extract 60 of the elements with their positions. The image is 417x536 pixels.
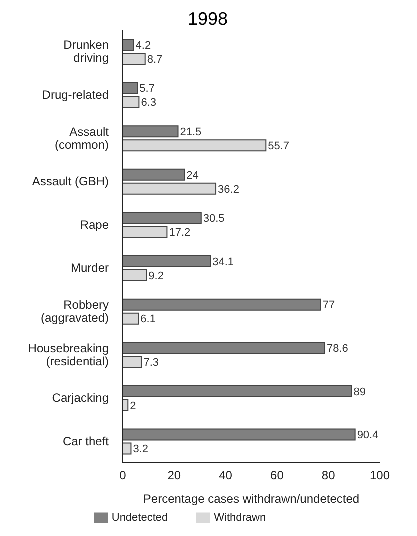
legend-label: Withdrawn	[214, 512, 266, 524]
y-tick-label: Rape	[80, 218, 110, 232]
y-tick-label: Drunken driving	[64, 38, 109, 66]
data-label: 6.3	[141, 97, 156, 110]
bar	[123, 96, 140, 108]
bar	[123, 270, 148, 282]
data-label: 2	[130, 400, 136, 412]
y-tick-label: Housebreaking (residential)	[28, 341, 109, 368]
bar	[123, 298, 322, 311]
x-axis-title: Percentage cases withdrawn/undetected	[143, 492, 360, 506]
bar	[123, 256, 212, 268]
bar	[123, 82, 138, 94]
bar	[123, 126, 179, 138]
data-label: 89	[354, 386, 366, 398]
bar	[123, 312, 140, 325]
y-tick-label: Assault (GBH)	[32, 174, 109, 189]
bar	[123, 226, 168, 238]
bar	[123, 168, 186, 181]
bar	[123, 428, 356, 441]
bar	[123, 53, 146, 66]
data-label: 34.1	[212, 256, 234, 268]
legend-label: Undetected	[112, 512, 168, 524]
data-label: 9.2	[148, 270, 164, 282]
x-tick-label: 60	[270, 468, 284, 483]
chart-title: 1998	[186, 8, 230, 30]
bar	[123, 342, 326, 354]
bar	[123, 182, 217, 195]
x-tick-label: 40	[219, 468, 233, 483]
bar	[123, 39, 134, 52]
data-label: 7.3	[144, 357, 160, 370]
y-tick-label: Assault (common)	[54, 124, 110, 152]
data-label: 55.7	[268, 140, 290, 153]
data-label: 36.2	[218, 184, 240, 196]
x-tick-label: 80	[322, 468, 336, 483]
bar	[123, 385, 352, 398]
data-label: 6.1	[140, 314, 156, 326]
y-tick-label: Murder	[70, 261, 109, 276]
data-label: 3.2	[133, 444, 149, 456]
bar	[123, 140, 267, 152]
data-label: 8.7	[147, 54, 163, 66]
data-label: 21.5	[180, 126, 202, 139]
x-tick-label: 0	[120, 468, 127, 483]
y-tick-label: Car theft	[62, 434, 110, 448]
data-label: 90.4	[357, 430, 379, 442]
data-label: 78.6	[327, 343, 348, 356]
bar	[123, 212, 202, 224]
data-label: 4.2	[136, 40, 152, 52]
data-label: 5.7	[140, 83, 155, 96]
data-label: 30.5	[203, 213, 225, 226]
x-tick-label: 100	[370, 468, 390, 483]
y-tick-label: Carjacking	[52, 391, 109, 406]
data-label: 24	[186, 170, 199, 182]
data-label: 77	[322, 300, 336, 312]
bar	[123, 399, 129, 412]
data-label: 17.2	[169, 227, 191, 240]
bar	[123, 356, 142, 368]
x-tick-label: 20	[168, 468, 182, 483]
y-tick-label: Robbery (aggravated)	[40, 298, 109, 325]
y-tick-label: Drug-related	[42, 88, 109, 102]
bar	[123, 442, 132, 455]
